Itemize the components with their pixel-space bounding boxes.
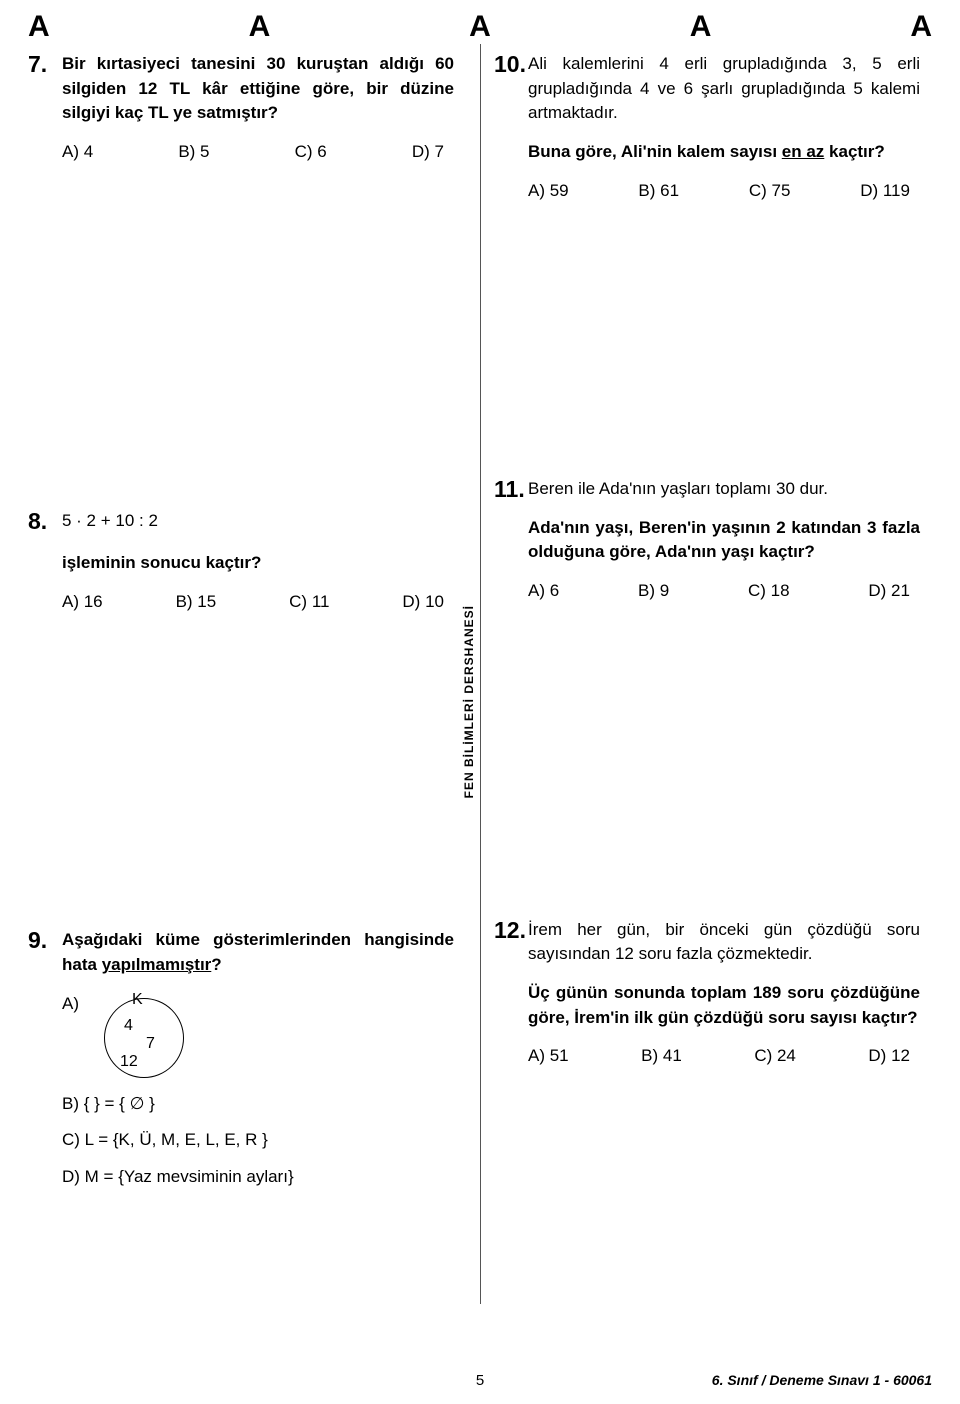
q9-choice-d[interactable]: D) M = {Yaz mevsiminin ayları} xyxy=(62,1165,454,1190)
q12-number: 12. xyxy=(494,918,528,1069)
header-letter: A xyxy=(28,10,50,44)
q9-choice-b[interactable]: B) { } = { ∅ } xyxy=(62,1092,454,1117)
q12-choice-d[interactable]: D) 12 xyxy=(868,1044,910,1069)
q8-number: 8. xyxy=(28,509,62,615)
q10-text: Ali kalemlerini 4 erli grupladığında 3, … xyxy=(528,52,920,126)
q7-text: Bir kırtasiyeci tanesini 30 kuruştan ald… xyxy=(62,52,454,126)
footer-page-number: 5 xyxy=(476,1372,484,1389)
page-footer: 5 6. Sınıf / Deneme Sınavı 1 - 60061 xyxy=(0,1372,960,1388)
q8-choice-b[interactable]: B) 15 xyxy=(176,590,217,615)
header-letter: A xyxy=(469,10,491,44)
q11-choice-b[interactable]: B) 9 xyxy=(638,579,669,604)
q9-choice-a[interactable]: A) K 4 7 12 xyxy=(62,992,454,1082)
q7-choice-c[interactable]: C) 6 xyxy=(295,140,327,165)
q7-choice-d[interactable]: D) 7 xyxy=(412,140,444,165)
question-10: 10. Ali kalemlerini 4 erli grupladığında… xyxy=(494,52,920,203)
q10-choice-b[interactable]: B) 61 xyxy=(638,179,679,204)
footer-right-text: 6. Sınıf / Deneme Sınavı 1 - 60061 xyxy=(712,1372,932,1388)
q8-choice-c[interactable]: C) 11 xyxy=(289,590,329,615)
question-7: 7. Bir kırtasiyeci tanesini 30 kuruştan … xyxy=(28,52,454,165)
q9-text-underline: yapılmamıştır xyxy=(102,955,212,974)
q11-choice-d[interactable]: D) 21 xyxy=(868,579,910,604)
q10-bold-post: kaçtır? xyxy=(824,142,884,161)
spacer xyxy=(494,618,920,918)
venn-element-3: 12 xyxy=(120,1050,138,1073)
q11-bold: Ada'nın yaşı, Beren'in yaşının 2 katında… xyxy=(528,516,920,565)
question-8: 8. 5 · 2 + 10 : 2 işleminin sonucu kaçtı… xyxy=(28,509,454,615)
header-letter: A xyxy=(249,10,271,44)
q8-body: 5 · 2 + 10 : 2 işleminin sonucu kaçtır? … xyxy=(62,509,454,615)
spacer xyxy=(494,217,920,477)
right-column: 10. Ali kalemlerini 4 erli grupladığında… xyxy=(480,52,920,1216)
q10-choice-a[interactable]: A) 59 xyxy=(528,179,569,204)
q10-bold: Buna göre, Ali'nin kalem sayısı en az ka… xyxy=(528,140,920,165)
q8-choice-d[interactable]: D) 10 xyxy=(402,590,444,615)
q7-choice-a[interactable]: A) 4 xyxy=(62,140,93,165)
venn-circle xyxy=(104,998,184,1078)
q8-text: işleminin sonucu kaçtır? xyxy=(62,551,454,576)
header-letter: A xyxy=(690,10,712,44)
question-9: 9. Aşağıdaki küme gösterimlerinden hangi… xyxy=(28,928,454,1201)
q9-body: Aşağıdaki küme gösterimlerinden hangisin… xyxy=(62,928,454,1201)
q8-choices: A) 16 B) 15 C) 11 D) 10 xyxy=(62,590,454,615)
q7-choices: A) 4 B) 5 C) 6 D) 7 xyxy=(62,140,454,165)
q10-body: Ali kalemlerini 4 erli grupladığında 3, … xyxy=(528,52,920,203)
q11-choice-a[interactable]: A) 6 xyxy=(528,579,559,604)
q8-expression: 5 · 2 + 10 : 2 xyxy=(62,509,454,534)
q12-choices: A) 51 B) 41 C) 24 D) 12 xyxy=(528,1044,920,1069)
q10-bold-underline: en az xyxy=(782,142,825,161)
vertical-brand-text: FEN BİLİMLERİ DERSHANESİ xyxy=(462,599,476,804)
header-letter: A xyxy=(910,10,932,44)
column-divider xyxy=(480,44,481,1304)
q10-number: 10. xyxy=(494,52,528,203)
q10-choice-c[interactable]: C) 75 xyxy=(749,179,791,204)
q7-body: Bir kırtasiyeci tanesini 30 kuruştan ald… xyxy=(62,52,454,165)
question-12: 12. İrem her gün, bir önceki gün çözdüğü… xyxy=(494,918,920,1069)
q12-choice-b[interactable]: B) 41 xyxy=(641,1044,682,1069)
q7-choice-b[interactable]: B) 5 xyxy=(178,140,209,165)
q9-number: 9. xyxy=(28,928,62,1201)
spacer xyxy=(28,179,454,509)
venn-element-2: 7 xyxy=(146,1032,155,1055)
q12-bold: Üç günün sonunda toplam 189 soru çözdüğü… xyxy=(528,981,920,1030)
q10-bold-pre: Buna göre, Ali'nin kalem sayısı xyxy=(528,142,782,161)
venn-element-1: 4 xyxy=(124,1014,133,1037)
q11-body: Beren ile Ada'nın yaşları toplamı 30 dur… xyxy=(528,477,920,604)
q9-text-post: ? xyxy=(211,955,221,974)
content-columns: FEN BİLİMLERİ DERSHANESİ 7. Bir kırtasiy… xyxy=(0,44,960,1216)
q9-choices-vertical: B) { } = { ∅ } C) L = {K, Ü, M, E, L, E,… xyxy=(62,1092,454,1190)
q12-choice-c[interactable]: C) 24 xyxy=(754,1044,796,1069)
q9-text: Aşağıdaki küme gösterimlerinden hangisin… xyxy=(62,928,454,977)
q10-choices: A) 59 B) 61 C) 75 D) 119 xyxy=(528,179,920,204)
q7-number: 7. xyxy=(28,52,62,165)
q9-a-label: A) xyxy=(62,992,88,1017)
spacer xyxy=(28,628,454,928)
q11-number: 11. xyxy=(494,477,528,604)
header-row: A A A A A xyxy=(0,0,960,44)
q11-text: Beren ile Ada'nın yaşları toplamı 30 dur… xyxy=(528,477,920,502)
venn-diagram: K 4 7 12 xyxy=(96,992,206,1082)
q10-choice-d[interactable]: D) 119 xyxy=(860,179,910,204)
q11-choice-c[interactable]: C) 18 xyxy=(748,579,790,604)
q11-choices: A) 6 B) 9 C) 18 D) 21 xyxy=(528,579,920,604)
q12-choice-a[interactable]: A) 51 xyxy=(528,1044,569,1069)
q12-body: İrem her gün, bir önceki gün çözdüğü sor… xyxy=(528,918,920,1069)
q8-choice-a[interactable]: A) 16 xyxy=(62,590,103,615)
left-column: 7. Bir kırtasiyeci tanesini 30 kuruştan … xyxy=(28,52,468,1216)
q12-text: İrem her gün, bir önceki gün çözdüğü sor… xyxy=(528,918,920,967)
q9-choice-c[interactable]: C) L = {K, Ü, M, E, L, E, R } xyxy=(62,1128,454,1153)
question-11: 11. Beren ile Ada'nın yaşları toplamı 30… xyxy=(494,477,920,604)
